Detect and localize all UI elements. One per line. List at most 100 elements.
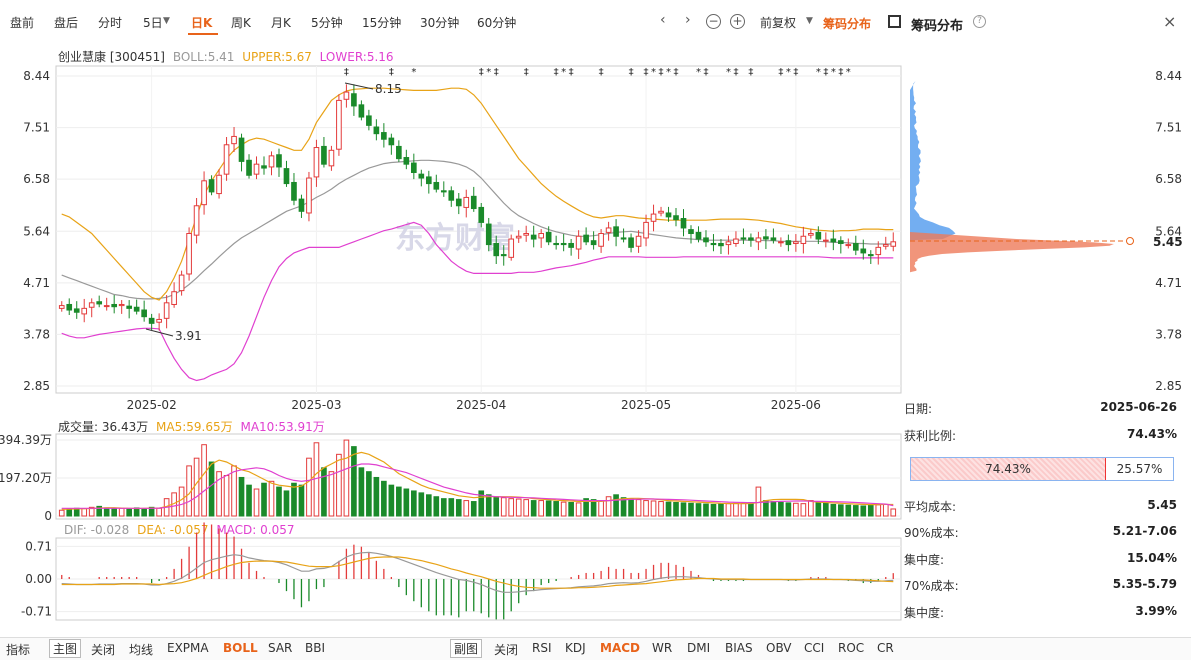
macd-chart[interactable]: 0.71 0.00 -0.71: [0, 522, 905, 622]
event-marker: ‡: [344, 67, 349, 78]
indicator-wr[interactable]: WR: [652, 641, 672, 655]
volume-bar: [524, 500, 529, 516]
volume-bar: [119, 508, 124, 516]
y-tick-label: 3.78: [23, 327, 50, 341]
indicator-label: 指标: [6, 641, 30, 658]
avg-cost-value: 5.45: [1147, 498, 1177, 512]
volume-bar: [876, 505, 881, 516]
candle-body: [134, 307, 139, 311]
macd-y-tick-label: 0.00: [25, 572, 52, 586]
indicator-ma[interactable]: 均线: [129, 641, 153, 658]
candle-body: [164, 303, 169, 319]
sub-close-button[interactable]: 关闭: [494, 641, 518, 658]
event-marker: *: [696, 67, 701, 78]
candle-body: [434, 182, 439, 189]
candle-body: [666, 213, 671, 217]
candle-body: [771, 238, 776, 240]
indicator-sar[interactable]: SAR: [268, 641, 292, 655]
indicator-boll[interactable]: BOLL: [223, 641, 258, 655]
candle-body: [846, 245, 851, 246]
event-marker: ‡: [494, 67, 499, 78]
event-marker: *: [831, 67, 836, 78]
indicator-bbi[interactable]: BBI: [305, 641, 325, 655]
volume-bar: [367, 472, 372, 516]
candle-body: [187, 233, 192, 273]
candle-body: [337, 100, 342, 149]
volume-bar: [704, 504, 709, 516]
volume-bar: [838, 505, 843, 516]
candle-body: [719, 243, 724, 245]
volume-bar: [644, 501, 649, 516]
indicator-cci[interactable]: CCI: [804, 641, 824, 655]
volume-bar: [576, 503, 581, 516]
candle-body: [262, 166, 267, 168]
candle-body: [524, 233, 529, 235]
indicator-obv[interactable]: OBV: [766, 641, 792, 655]
candle-body: [277, 155, 282, 167]
indicator-rsi[interactable]: RSI: [532, 641, 552, 655]
volume-bar: [382, 481, 387, 516]
volume-bar: [202, 445, 207, 516]
candle-body: [494, 243, 499, 255]
candle-body: [104, 306, 109, 307]
volume-bar: [397, 487, 402, 516]
main-close-button[interactable]: 关闭: [91, 641, 115, 658]
candle-body: [471, 196, 476, 208]
candle-body: [97, 302, 102, 304]
y-tick-label: 2.85: [23, 379, 50, 393]
event-marker: *: [651, 67, 656, 78]
candle-body: [374, 127, 379, 134]
y-tick-label: 7.51: [23, 121, 50, 135]
volume-bar: [726, 504, 731, 516]
candle-body: [239, 138, 244, 161]
candle-body: [741, 238, 746, 239]
indicator-macd[interactable]: MACD: [600, 641, 640, 655]
volume-bar: [419, 493, 424, 516]
volume-chart[interactable]: 394.39万 197.20万 0: [0, 410, 905, 520]
indicator-cr[interactable]: CR: [877, 641, 894, 655]
event-marker: ‡: [389, 67, 394, 78]
main-chart-tab[interactable]: 主图: [49, 639, 81, 658]
event-marker: *: [486, 67, 491, 78]
candle-body: [254, 164, 259, 174]
indicator-kdj[interactable]: KDJ: [565, 641, 586, 655]
indicator-roc[interactable]: ROC: [838, 641, 864, 655]
volume-bar: [539, 501, 544, 516]
event-marker: ‡: [659, 67, 664, 78]
indicator-bias[interactable]: BIAS: [725, 641, 753, 655]
volume-bar: [659, 502, 664, 516]
volume-bar: [456, 500, 461, 516]
volume-bar: [599, 501, 604, 516]
candle-body: [367, 116, 372, 125]
volume-bar: [883, 504, 888, 516]
kline-chart[interactable]: 8.44 7.51 6.58 5.64 4.71 3.78 2.85 8.44 7.51 6.5…: [0, 0, 1191, 420]
event-marker: ‡: [793, 67, 798, 78]
indicator-dmi[interactable]: DMI: [687, 641, 710, 655]
event-marker: *: [561, 67, 566, 78]
candle-body: [794, 242, 799, 244]
indicator-expma[interactable]: EXPMA: [167, 641, 209, 655]
candle-body: [704, 238, 709, 242]
volume-bar: [531, 501, 536, 516]
candle-body: [734, 239, 739, 243]
concentration2-label: 集中度:: [904, 604, 944, 621]
date-label: 日期:: [904, 400, 932, 417]
candle-body: [82, 308, 87, 314]
concentration1-label: 集中度:: [904, 551, 944, 568]
candle-body: [674, 216, 679, 220]
candle-body: [501, 255, 506, 256]
candle-body: [614, 227, 619, 236]
volume-bar: [734, 503, 739, 516]
volume-bar: [651, 501, 656, 516]
candle-body: [329, 150, 334, 166]
volume-bar: [719, 504, 724, 516]
candle-body: [531, 235, 536, 239]
volume-bar: [434, 497, 439, 516]
event-marker: ‡: [838, 67, 843, 78]
volume-bar: [232, 466, 237, 516]
sub-chart-tab[interactable]: 副图: [450, 639, 482, 658]
volume-bar: [224, 476, 229, 516]
volume-bar: [816, 503, 821, 516]
candle-body: [749, 238, 754, 240]
indicator-bar: 指标 主图 关闭 均线 EXPMA BOLL SAR BBI 副图 关闭 RSI…: [0, 637, 1191, 660]
